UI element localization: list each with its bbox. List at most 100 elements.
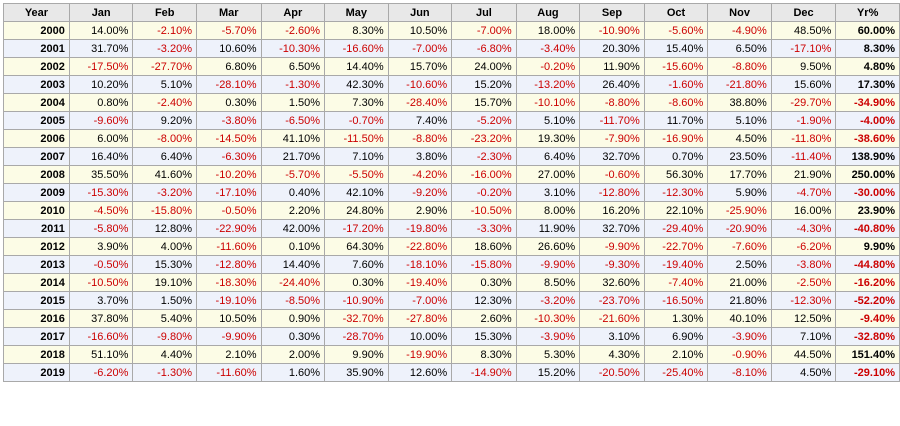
table-row: 2016 37.80% 5.40% 10.50% 0.90% -32.70% -27.80%… <box>3 309 900 328</box>
column-header-jun: Jun <box>387 3 453 22</box>
column-header-yr: Yr% <box>835 3 900 22</box>
monthly-return-cell: -19.40% <box>643 255 709 274</box>
monthly-return-cell: 15.60% <box>770 75 837 94</box>
monthly-return-cell: 11.90% <box>579 57 645 76</box>
monthly-return-cell: -16.60% <box>324 39 389 58</box>
monthly-return-cell: 26.40% <box>579 75 645 94</box>
monthly-return-cell: 3.70% <box>68 291 134 310</box>
column-header-nov: Nov <box>707 3 772 22</box>
monthly-return-cell: 8.30% <box>324 21 389 40</box>
monthly-return-cell: -3.20% <box>515 291 581 310</box>
monthly-return-cell: -16.00% <box>451 165 517 184</box>
monthly-return-cell: -23.20% <box>451 129 517 148</box>
monthly-return-cell: -16.50% <box>643 291 709 310</box>
monthly-return-cell: 31.70% <box>68 39 134 58</box>
monthly-return-cell: 1.60% <box>260 363 326 382</box>
monthly-return-cell: -9.30% <box>579 255 645 274</box>
monthly-return-cell: 20.30% <box>579 39 645 58</box>
monthly-return-cell: 15.30% <box>451 327 517 346</box>
monthly-return-cell: -9.90% <box>579 237 645 256</box>
monthly-return-cell: 0.30% <box>451 273 517 292</box>
monthly-return-cell: -22.80% <box>387 237 453 256</box>
monthly-return-cell: 42.00% <box>260 219 326 238</box>
monthly-return-cell: -10.60% <box>387 75 453 94</box>
monthly-returns-table: Year Jan Feb Mar Apr May Jun Jul Aug Sep Oct Nov Dec… <box>3 3 900 382</box>
monthly-return-cell: -0.50% <box>68 255 134 274</box>
monthly-return-cell: 41.60% <box>132 165 197 184</box>
monthly-return-cell: -9.60% <box>68 111 134 130</box>
monthly-return-cell: 3.10% <box>579 327 645 346</box>
monthly-return-cell: -10.30% <box>260 39 326 58</box>
monthly-return-cell: -11.60% <box>196 363 262 382</box>
monthly-return-cell: -13.20% <box>515 75 581 94</box>
table-row: 2018 51.10% 4.40% 2.10% 2.00% 9.90% -19.90% 8.3… <box>3 345 900 364</box>
monthly-return-cell: 0.30% <box>324 273 389 292</box>
year-cell: 2014 <box>3 273 70 292</box>
monthly-return-cell: 2.00% <box>260 345 326 364</box>
monthly-return-cell: 23.50% <box>707 147 772 166</box>
column-header-aug: Aug <box>515 3 581 22</box>
monthly-return-cell: 2.10% <box>643 345 709 364</box>
monthly-return-cell: 7.30% <box>324 93 389 112</box>
yearly-return-cell: 23.90% <box>835 201 900 220</box>
yearly-return-cell: 8.30% <box>835 39 900 58</box>
monthly-return-cell: 27.00% <box>515 165 581 184</box>
monthly-return-cell: 6.90% <box>643 327 709 346</box>
monthly-return-cell: 32.70% <box>579 219 645 238</box>
monthly-return-cell: 37.80% <box>68 309 134 328</box>
monthly-return-cell: -6.50% <box>260 111 326 130</box>
table-row: 2006 6.00% -8.00% -14.50% 41.10% -11.50% -8.80… <box>3 129 900 148</box>
monthly-return-cell: 10.50% <box>196 309 262 328</box>
monthly-return-cell: -25.40% <box>643 363 709 382</box>
yearly-return-cell: -9.40% <box>835 309 900 328</box>
yearly-return-cell: -4.00% <box>835 111 900 130</box>
monthly-return-cell: 5.30% <box>515 345 581 364</box>
monthly-return-cell: -3.40% <box>515 39 581 58</box>
monthly-return-cell: 41.10% <box>260 129 326 148</box>
monthly-return-cell: 12.30% <box>451 291 517 310</box>
year-cell: 2015 <box>3 291 70 310</box>
monthly-return-cell: -14.50% <box>196 129 262 148</box>
monthly-return-cell: 2.90% <box>387 201 453 220</box>
monthly-return-cell: 6.40% <box>515 147 581 166</box>
monthly-return-cell: -3.80% <box>770 255 837 274</box>
monthly-return-cell: 40.10% <box>707 309 772 328</box>
column-header-may: May <box>324 3 389 22</box>
monthly-return-cell: -15.60% <box>643 57 709 76</box>
table-row: 2011 -5.80% 12.80% -22.90% 42.00% -17.20% -19.… <box>3 219 900 238</box>
monthly-return-cell: 15.70% <box>387 57 453 76</box>
monthly-return-cell: -3.30% <box>451 219 517 238</box>
year-cell: 2011 <box>3 219 70 238</box>
monthly-return-cell: 6.80% <box>196 57 262 76</box>
monthly-return-cell: 9.50% <box>770 57 837 76</box>
monthly-return-cell: -7.40% <box>643 273 709 292</box>
monthly-return-cell: -4.50% <box>68 201 134 220</box>
header-row: Year Jan Feb Mar Apr May Jun Jul Aug Sep Oct Nov Dec… <box>3 3 900 22</box>
column-header-dec: Dec <box>770 3 837 22</box>
monthly-return-cell: -7.00% <box>387 291 453 310</box>
monthly-return-cell: -8.80% <box>579 93 645 112</box>
monthly-return-cell: -12.30% <box>643 183 709 202</box>
monthly-return-cell: 21.70% <box>260 147 326 166</box>
year-cell: 2016 <box>3 309 70 328</box>
monthly-return-cell: 0.80% <box>68 93 134 112</box>
monthly-return-cell: -8.80% <box>707 57 772 76</box>
monthly-return-cell: 15.20% <box>515 363 581 382</box>
monthly-return-cell: -6.20% <box>68 363 134 382</box>
yearly-return-cell: -30.00% <box>835 183 900 202</box>
table-row: 2019 -6.20% -1.30% -11.60% 1.60% 35.90% 12.60%… <box>3 363 900 382</box>
monthly-return-cell: -3.20% <box>132 39 197 58</box>
monthly-return-cell: 9.20% <box>132 111 197 130</box>
monthly-return-cell: 16.40% <box>68 147 134 166</box>
monthly-return-cell: -7.60% <box>707 237 772 256</box>
year-cell: 2018 <box>3 345 70 364</box>
column-header-jan: Jan <box>68 3 134 22</box>
monthly-return-cell: -5.70% <box>260 165 326 184</box>
monthly-return-cell: 18.00% <box>515 21 581 40</box>
table-row: 2007 16.40% 6.40% -6.30% 21.70% 7.10% 3.80% -2.… <box>3 147 900 166</box>
monthly-return-cell: -14.90% <box>451 363 517 382</box>
column-header-sep: Sep <box>579 3 645 22</box>
table-row: 2010 -4.50% -15.80% -0.50% 2.20% 24.80% 2.90% -… <box>3 201 900 220</box>
monthly-return-cell: -9.20% <box>387 183 453 202</box>
monthly-return-cell: -9.90% <box>515 255 581 274</box>
